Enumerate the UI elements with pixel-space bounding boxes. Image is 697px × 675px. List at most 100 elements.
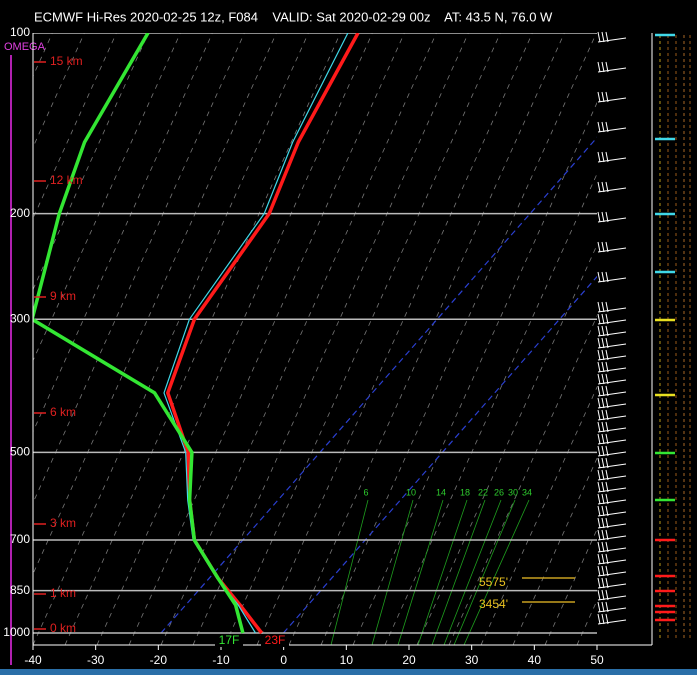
- adiabat-guide: [544, 528, 597, 645]
- x-tick-label: -40: [24, 653, 42, 667]
- barb-shaft: [597, 619, 627, 625]
- barb-shaft: [597, 451, 627, 457]
- mixing-ratio-line: [371, 499, 414, 645]
- isotherm-guide: [282, 275, 597, 634]
- barb-shaft: [597, 319, 627, 325]
- wind-barb: [597, 349, 627, 361]
- barb-flag: [605, 589, 609, 601]
- barb-flag: [601, 433, 605, 445]
- bottom-bar: [0, 669, 697, 675]
- barb-flag: [597, 397, 601, 409]
- barb-shaft: [597, 415, 627, 421]
- x-tick-label: -30: [87, 653, 105, 667]
- barb-flag: [605, 577, 609, 589]
- barb-flag: [597, 469, 601, 481]
- barb-flag: [601, 517, 605, 529]
- isotherm-guide: [160, 136, 597, 634]
- barb-shaft: [597, 535, 627, 541]
- barb-flag: [597, 121, 601, 133]
- x-tick-label: 0: [280, 653, 287, 667]
- barb-flag: [597, 271, 601, 283]
- adiabat-guide: [224, 33, 501, 645]
- barb-flag: [597, 613, 601, 625]
- x-tick-label: 30: [465, 653, 479, 667]
- barb-flag: [597, 577, 601, 589]
- barb-flag: [601, 529, 605, 541]
- barb-shaft: [597, 67, 627, 73]
- barb-shaft: [597, 571, 627, 577]
- wind-barb: [597, 61, 627, 73]
- wind-barb: [597, 529, 627, 541]
- barb-flag: [601, 505, 605, 517]
- x-tick-label: 10: [340, 653, 354, 667]
- barb-flag: [597, 457, 601, 469]
- barb-flag: [605, 457, 609, 469]
- barb-flag: [601, 121, 605, 133]
- adiabat-guide: [288, 33, 565, 645]
- barb-flag: [597, 373, 601, 385]
- barb-flag: [601, 151, 605, 163]
- barb-shaft: [597, 583, 627, 589]
- barb-flag: [597, 361, 601, 373]
- barb-flag: [597, 301, 601, 313]
- barb-flag: [601, 91, 605, 103]
- wind-barb: [597, 181, 627, 193]
- wind-barb: [597, 601, 627, 613]
- adiabat-guide: [384, 172, 597, 645]
- adiabat-guide: [480, 386, 597, 645]
- adiabat-guide: [192, 33, 469, 645]
- barb-flag: [601, 373, 605, 385]
- mixing-ratio-line: [431, 499, 486, 645]
- barb-flag: [601, 325, 605, 337]
- barb-flag: [597, 493, 601, 505]
- barb-flag: [605, 409, 609, 421]
- barb-flag: [605, 445, 609, 457]
- barb-flag: [601, 181, 605, 193]
- barb-flag: [605, 361, 609, 373]
- barb-flag: [601, 457, 605, 469]
- wind-barb: [597, 565, 627, 577]
- x-tick-label: -10: [212, 653, 230, 667]
- wind-barb: [597, 271, 627, 283]
- mixing-ratio-label: 22: [478, 487, 488, 497]
- barb-flag: [605, 385, 609, 397]
- barb-shaft: [597, 463, 627, 469]
- barb-shaft: [597, 187, 627, 193]
- barb-flag: [605, 241, 609, 253]
- mixing-ratio-label: 26: [494, 487, 504, 497]
- barb-flag: [597, 181, 601, 193]
- mixing-ratio-label: 18: [460, 487, 470, 497]
- barb-flag: [597, 409, 601, 421]
- barb-flag: [605, 565, 609, 577]
- mixing-ratio-label: 30: [508, 487, 518, 497]
- barb-flag: [601, 577, 605, 589]
- barb-flag: [597, 349, 601, 361]
- mixing-ratio-line: [453, 499, 516, 645]
- barb-shaft: [597, 475, 627, 481]
- adiabat-guide: [352, 101, 597, 645]
- barb-flag: [597, 337, 601, 349]
- barb-flag: [597, 589, 601, 601]
- adiabat-guide: [512, 457, 597, 645]
- barb-flag: [605, 31, 609, 43]
- wind-barb: [597, 481, 627, 493]
- barb-flag: [605, 613, 609, 625]
- wind-barb: [597, 91, 627, 103]
- barb-flag: [601, 241, 605, 253]
- barb-flag: [601, 271, 605, 283]
- wind-barb: [597, 589, 627, 601]
- height-label: 3 km: [50, 516, 76, 530]
- wind-barb: [597, 385, 627, 397]
- barb-flag: [597, 541, 601, 553]
- barb-flag: [605, 601, 609, 613]
- adiabat-guide: [448, 315, 597, 645]
- wind-barb: [597, 241, 627, 253]
- barb-flag: [597, 553, 601, 565]
- barb-flag: [601, 541, 605, 553]
- wind-barb: [597, 121, 627, 133]
- wind-barb: [597, 505, 627, 517]
- height-label: 0 km: [50, 621, 76, 635]
- barb-shaft: [597, 331, 627, 337]
- barb-flag: [605, 313, 609, 325]
